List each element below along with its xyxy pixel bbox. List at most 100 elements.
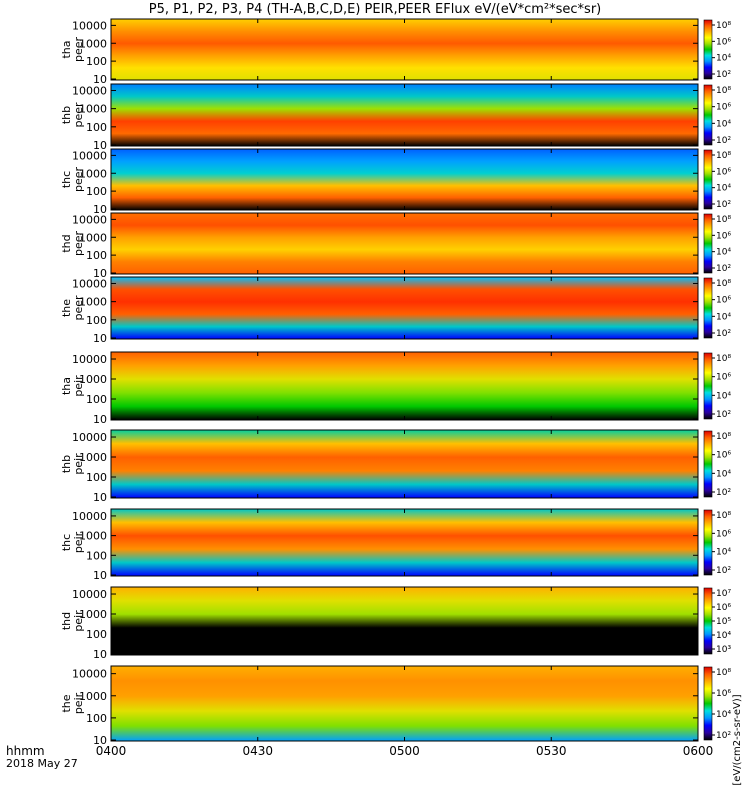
spectrogram-image xyxy=(111,84,698,146)
y-tick-label: 100 xyxy=(86,393,107,406)
colorbar-tick-label: 10⁴ xyxy=(716,248,731,258)
y-tick-label: 100 xyxy=(86,712,107,725)
colorbar-tick-label: 10⁶ xyxy=(716,529,731,539)
panel-thc-peir: 10000 1000 100 10 thc peir 10⁸ 10⁶ 10⁴ 10² xyxy=(60,508,731,582)
x-tick-label: 0600 xyxy=(683,744,714,758)
colorbar-tick-label: 10⁶ xyxy=(716,689,731,699)
y-tick-label: 10000 xyxy=(72,510,107,523)
y-axis-label: peir xyxy=(72,453,85,475)
y-tick-label: 100 xyxy=(86,549,107,562)
y-tick-label: 1000 xyxy=(79,103,107,116)
y-tick-label: 10000 xyxy=(72,84,107,97)
y-axis-label: peer xyxy=(72,37,85,63)
y-tick-label: 10000 xyxy=(72,353,107,366)
colorbar-tick-label: 10² xyxy=(716,264,731,274)
colorbar-tick-label: 10⁸ xyxy=(716,354,731,364)
colorbar-tick-label: 10⁶ xyxy=(716,103,731,113)
y-axis-label: the xyxy=(60,299,73,317)
y-tick-label: 100 xyxy=(86,55,107,68)
y-tick-label: 10 xyxy=(93,413,107,426)
spectrogram-image xyxy=(111,666,698,741)
colorbar-tick-label: 10⁸ xyxy=(716,86,731,96)
panel-thd-peer: 10000 1000 100 10 thd peer 10⁸ 10⁶ 10⁴ 10² xyxy=(60,212,731,280)
colorbar-tick-label: 10⁸ xyxy=(716,151,731,161)
panel-tha-peer: 10000 1000 100 10 tha peer 10⁸ 10⁶ 10⁴ 10² xyxy=(60,18,731,86)
y-tick-label: 10 xyxy=(93,734,107,747)
y-tick-label: 10000 xyxy=(72,431,107,444)
colorbar xyxy=(703,509,713,576)
y-axis-label: peer xyxy=(72,102,85,128)
panel-thd-peir: 10000 1000 100 10 thd peir 10⁷ 10⁶ 10⁵ 10⁴ 10³ xyxy=(60,586,731,661)
colorbar xyxy=(703,587,713,655)
spectrogram-image xyxy=(111,430,698,498)
colorbar-tick-label: 10⁶ xyxy=(716,451,731,461)
y-tick-label: 10 xyxy=(93,332,107,345)
spectrogram-image xyxy=(111,352,698,420)
colorbar-tick-label: 10⁴ xyxy=(716,469,731,479)
colorbar xyxy=(703,430,713,498)
colorbar-tick-label: 10⁶ xyxy=(716,603,731,613)
y-axis-label: tha xyxy=(60,377,73,395)
colorbar-tick-label: 10² xyxy=(716,488,731,498)
colorbar-tick-label: 10⁸ xyxy=(716,511,731,521)
colorbar xyxy=(703,277,713,339)
y-tick-label: 10 xyxy=(93,491,107,504)
y-axis-label: peir xyxy=(72,375,85,397)
colorbar-unit-label: [eV/(cm2-s-sr-eV)] xyxy=(732,694,743,785)
y-tick-label: 100 xyxy=(86,314,107,327)
colorbar-tick-label: 10⁴ xyxy=(716,548,731,558)
spectrogram-image xyxy=(111,587,698,655)
colorbar-tick-label: 10⁴ xyxy=(716,312,731,322)
y-tick-label: 1000 xyxy=(79,296,107,309)
y-tick-label: 10000 xyxy=(72,149,107,162)
colorbar xyxy=(703,666,713,741)
y-axis-label: tha xyxy=(60,40,73,58)
y-tick-label: 10 xyxy=(93,267,107,280)
y-tick-label: 100 xyxy=(86,185,107,198)
y-tick-label: 10 xyxy=(93,569,107,582)
y-tick-label: 10000 xyxy=(72,277,107,290)
spectrogram-image xyxy=(111,213,698,274)
panel-the-peir: 10000 1000 100 10 the peir 10⁸ 10⁶ 10⁴ 10² xyxy=(60,665,731,747)
colorbar-tick-label: 10⁵ xyxy=(716,617,731,627)
panel-tha-peir: 10000 1000 100 10 tha peir 10⁸ 10⁶ 10⁴ 10² xyxy=(60,351,731,426)
y-tick-label: 10 xyxy=(93,648,107,661)
panel-thb-peer: 10000 1000 100 10 thb peer 10⁸ 10⁶ 10⁴ 10² xyxy=(60,83,731,152)
y-tick-label: 1000 xyxy=(79,167,107,180)
y-axis-label: thc xyxy=(60,534,73,551)
y-axis-label: thc xyxy=(60,171,73,188)
colorbar-tick-label: 10² xyxy=(716,566,731,576)
colorbar-tick-label: 10⁶ xyxy=(716,167,731,177)
y-tick-label: 100 xyxy=(86,121,107,134)
panel-thc-peer: 10000 1000 100 10 thc peer 10⁸ 10⁶ 10⁴ 10² xyxy=(60,148,731,216)
colorbar-tick-label: 10⁴ xyxy=(716,391,731,401)
y-axis-label: thd xyxy=(60,612,73,630)
colorbar-tick-label: 10² xyxy=(716,136,731,146)
spectrogram-image xyxy=(111,19,698,80)
colorbar-tick-label: 10⁴ xyxy=(716,710,731,720)
y-axis-label: peir xyxy=(72,610,85,632)
colorbar-tick-label: 10⁴ xyxy=(716,184,731,194)
y-tick-label: 1000 xyxy=(79,530,107,543)
date-label: 2018 May 27 xyxy=(6,757,78,770)
colorbar-tick-label: 10² xyxy=(716,329,731,339)
y-tick-label: 10 xyxy=(93,73,107,86)
y-tick-label: 100 xyxy=(86,249,107,262)
colorbar-tick-label: 10⁶ xyxy=(716,231,731,241)
panel-the-peer: 10000 1000 100 10 the peer 10⁸ 10⁶ 10⁴ 10² xyxy=(60,276,731,345)
colorbar-tick-label: 10² xyxy=(716,731,731,741)
spectrogram-image xyxy=(111,149,698,210)
x-tick-label: 0400 xyxy=(96,744,127,758)
colorbar-tick-label: 10⁴ xyxy=(716,119,731,129)
colorbar xyxy=(703,19,713,80)
y-axis-label: peer xyxy=(72,295,85,321)
colorbar-tick-label: 10⁸ xyxy=(716,432,731,442)
plot-title: P5, P1, P2, P3, P4 (TH-A,B,C,D,E) PEIR,P… xyxy=(148,2,602,17)
colorbar xyxy=(703,213,713,274)
colorbar-tick-label: 10² xyxy=(716,200,731,210)
colorbar-tick-label: 10⁴ xyxy=(716,631,731,641)
colorbar-tick-label: 10⁴ xyxy=(716,54,731,64)
x-tick-label: 0430 xyxy=(242,744,273,758)
y-tick-label: 1000 xyxy=(79,690,107,703)
